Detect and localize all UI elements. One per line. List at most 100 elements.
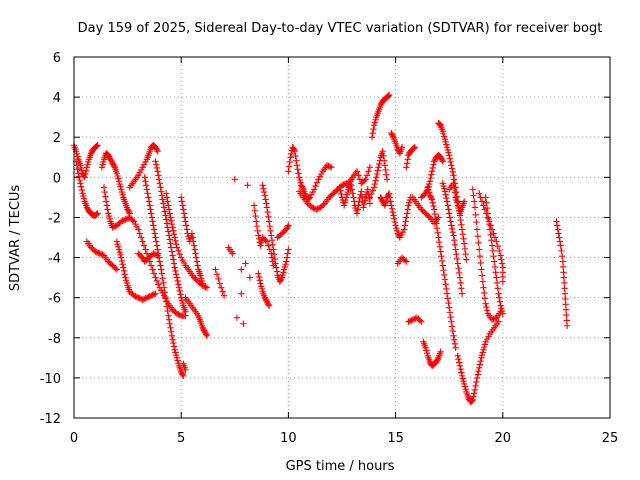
data-point — [265, 242, 272, 249]
data-point — [165, 312, 172, 319]
y-tick-label: 0 — [53, 171, 61, 186]
data-point — [340, 181, 347, 188]
data-point — [103, 202, 111, 209]
data-point — [404, 206, 411, 213]
data-point — [173, 244, 181, 251]
data-point — [365, 195, 373, 202]
data-point — [160, 279, 167, 287]
data-point — [471, 204, 479, 211]
y-tick-label: 6 — [53, 51, 61, 66]
data-point — [262, 196, 269, 203]
data-point — [82, 167, 90, 174]
data-point — [163, 194, 171, 201]
data-point — [161, 208, 168, 215]
data-point — [368, 134, 376, 141]
data-point — [471, 198, 478, 205]
data-point — [448, 323, 456, 330]
data-point — [560, 274, 568, 281]
data-point — [389, 208, 396, 216]
data-point — [219, 288, 226, 295]
data-point — [193, 258, 201, 265]
data-point — [483, 303, 490, 311]
data-point — [403, 164, 410, 171]
data-point — [172, 240, 180, 248]
data-point — [490, 253, 497, 260]
data-point — [453, 193, 461, 200]
data-point — [215, 275, 222, 283]
data-point — [169, 252, 176, 259]
data-point — [216, 280, 223, 287]
data-point — [430, 161, 437, 168]
data-point — [478, 272, 486, 279]
data-point — [74, 166, 81, 173]
data-point — [168, 220, 176, 228]
data-point — [73, 162, 81, 169]
data-point — [486, 218, 493, 225]
data-point — [253, 218, 260, 225]
data-point — [203, 284, 211, 291]
data-point — [454, 352, 461, 360]
data-point — [428, 194, 435, 202]
data-point — [78, 186, 86, 194]
data-point — [212, 266, 219, 273]
data-point — [401, 257, 409, 264]
data-point — [285, 163, 293, 170]
data-point — [162, 212, 169, 219]
data-point — [284, 250, 291, 257]
data-point — [179, 371, 186, 378]
data-point — [262, 236, 269, 244]
data-point — [246, 274, 254, 281]
data-point — [162, 293, 169, 301]
data-point — [137, 234, 145, 241]
data-point — [403, 160, 411, 167]
data-point — [168, 332, 176, 339]
data-point — [191, 246, 198, 253]
data-point — [404, 156, 411, 163]
data-point — [82, 170, 89, 178]
data-point — [370, 184, 378, 191]
data-point — [147, 206, 154, 213]
data-point — [293, 157, 300, 164]
data-point — [285, 168, 292, 175]
data-point — [442, 191, 449, 198]
data-point — [265, 302, 273, 309]
data-point — [383, 176, 391, 183]
data-point — [153, 242, 161, 249]
data-point — [163, 220, 171, 227]
y-tick-label: 4 — [53, 91, 61, 106]
data-point — [76, 176, 83, 184]
data-point — [381, 162, 389, 169]
data-point — [409, 316, 416, 323]
data-point — [325, 162, 332, 170]
x-tick-label: 20 — [495, 431, 512, 446]
data-point — [480, 202, 487, 209]
data-point — [165, 202, 172, 209]
data-point — [165, 232, 173, 239]
data-point — [170, 230, 178, 238]
data-point — [263, 200, 270, 207]
data-point — [375, 160, 383, 168]
data-point — [471, 390, 478, 397]
data-point — [390, 212, 397, 219]
data-point — [165, 228, 172, 235]
data-point — [173, 274, 181, 281]
data-point — [165, 206, 173, 213]
data-point — [559, 263, 567, 271]
data-point — [149, 218, 156, 225]
data-point — [375, 164, 382, 171]
data-point — [401, 222, 409, 229]
data-point — [433, 220, 440, 227]
data-point — [151, 251, 158, 258]
data-point — [456, 274, 464, 281]
data-point — [472, 211, 479, 218]
data-point — [168, 248, 176, 255]
data-point — [448, 165, 456, 172]
data-point — [256, 277, 264, 284]
data-point — [268, 254, 276, 261]
data-point — [170, 260, 178, 267]
grid — [74, 57, 610, 418]
data-point — [148, 214, 156, 221]
data-point — [385, 190, 393, 197]
data-point — [167, 240, 174, 247]
